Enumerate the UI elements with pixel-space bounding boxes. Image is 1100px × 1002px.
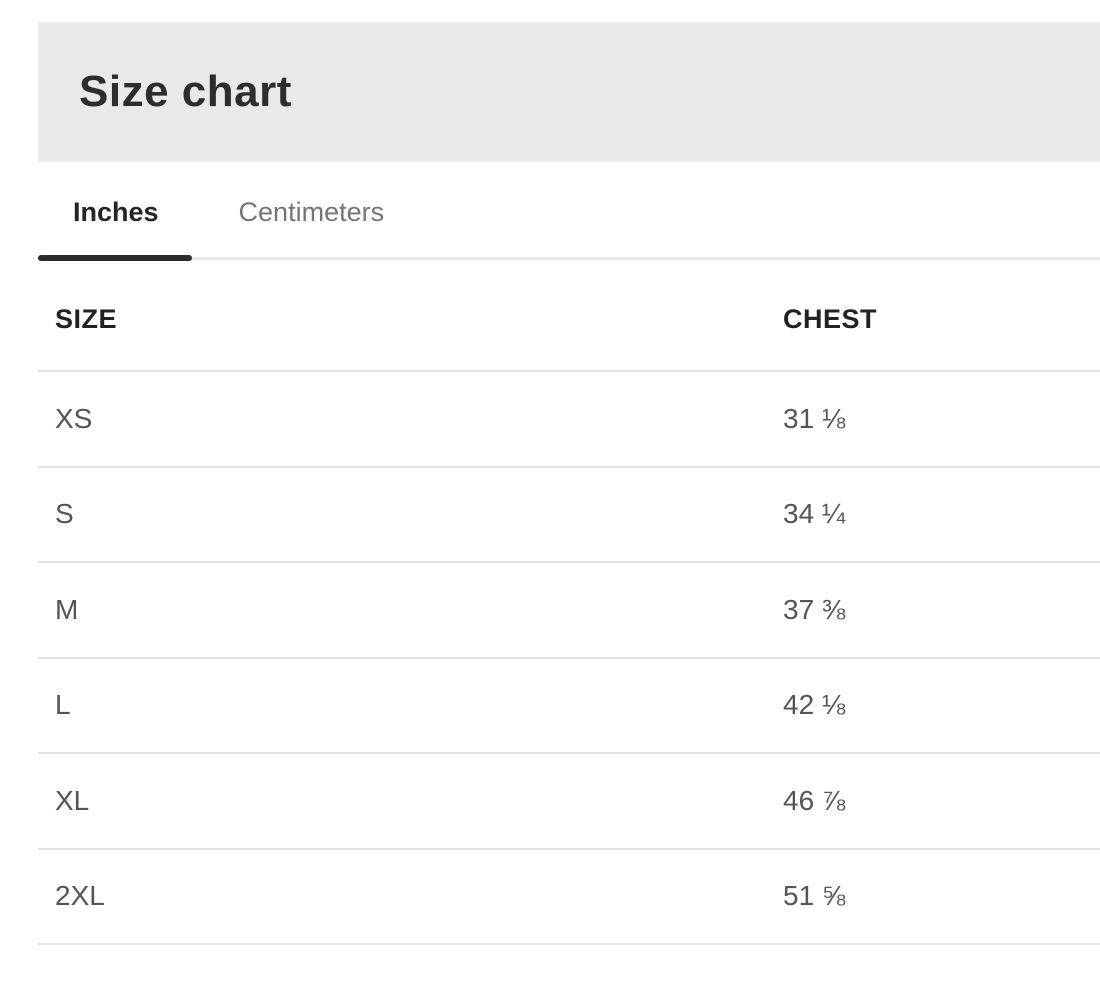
table-row: 2XL 51 ⅝ <box>38 850 1100 945</box>
table-header-row: SIZE CHEST <box>38 259 1100 372</box>
tab-inches-label: Inches <box>73 196 159 227</box>
table-row: S 34 ¼ <box>38 468 1100 563</box>
size-value: M <box>55 593 79 625</box>
tab-centimeters-label: Centimeters <box>238 196 385 227</box>
tab-centimeters[interactable]: Centimeters <box>206 181 418 257</box>
size-value: XS <box>55 402 93 434</box>
table-row: XS 31 ⅛ <box>38 372 1100 468</box>
chest-value: 42 ⅛ <box>783 689 846 721</box>
size-table: SIZE CHEST XS 31 ⅛ S 34 ¼ M 37 ⅜ L 42 ⅛ … <box>38 259 1100 945</box>
size-chart-header: Size chart <box>38 22 1100 162</box>
size-value: 2XL <box>55 880 105 912</box>
size-value: L <box>55 689 71 721</box>
unit-tabs: Inches Centimeters <box>38 181 1100 261</box>
size-value: S <box>55 498 74 530</box>
column-header-chest: CHEST <box>783 304 878 334</box>
chest-value: 37 ⅜ <box>783 593 846 625</box>
table-row: L 42 ⅛ <box>38 659 1100 754</box>
table-row: XL 46 ⅞ <box>38 754 1100 850</box>
tab-inches[interactable]: Inches <box>38 181 192 261</box>
page-title: Size chart <box>79 67 292 116</box>
chest-value: 31 ⅛ <box>783 402 846 434</box>
chest-value: 34 ¼ <box>783 498 846 530</box>
column-header-size: SIZE <box>55 304 118 334</box>
chest-value: 51 ⅝ <box>783 880 846 912</box>
chest-value: 46 ⅞ <box>783 784 846 816</box>
size-value: XL <box>55 784 90 816</box>
table-row: M 37 ⅜ <box>38 563 1100 659</box>
